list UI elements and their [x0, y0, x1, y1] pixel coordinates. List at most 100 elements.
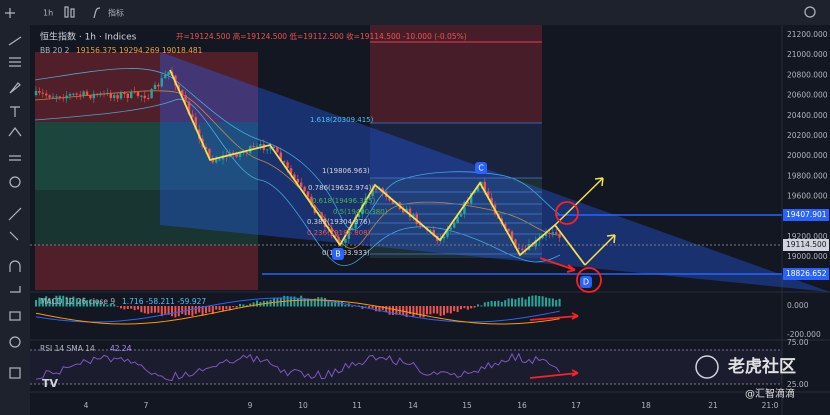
macd-histogram-bar — [55, 295, 58, 307]
macd-histogram-bar — [392, 306, 394, 315]
candle-body — [504, 224, 507, 229]
time-tick-label: 15 — [462, 401, 472, 410]
candle-body — [408, 208, 412, 218]
indicators-button[interactable]: 指标 — [108, 8, 124, 18]
candle-body — [449, 227, 452, 230]
candle-body — [541, 236, 544, 239]
macd-histogram-bar — [177, 306, 180, 317]
demand-zone — [35, 190, 258, 245]
macd-histogram-bar — [249, 303, 252, 307]
macd-histogram-bar — [436, 306, 439, 314]
macd-histogram-bar — [422, 306, 425, 318]
candle-body — [361, 204, 364, 215]
macd-histogram-bar — [524, 299, 527, 307]
macd-histogram-bar — [252, 302, 255, 307]
macd-histogram-bar — [402, 306, 405, 315]
macd-histogram-bar — [514, 299, 517, 307]
candle-body — [147, 98, 150, 100]
candle-body — [405, 208, 408, 213]
candle-body — [102, 93, 106, 95]
candle-body — [191, 114, 194, 118]
fib-level-label: 1(19806.963) — [322, 167, 370, 175]
macd-histogram-bar — [460, 306, 462, 310]
crosshair-icon[interactable] — [5, 8, 15, 18]
macd-histogram-bar — [313, 298, 316, 307]
macd-line — [35, 297, 560, 323]
macd-histogram-bar — [208, 306, 211, 313]
price-tag-label: 18826.652 — [786, 269, 827, 278]
interval-button[interactable]: 1h — [43, 9, 53, 18]
candle-body — [194, 117, 197, 130]
macd-histogram-bar — [174, 306, 177, 318]
price-tick-label: 20600.000 — [787, 91, 828, 100]
macd-histogram-bar — [473, 306, 476, 308]
macd-histogram-bar — [194, 306, 197, 314]
macd-histogram-bar — [239, 303, 241, 307]
rsi-line — [35, 352, 561, 381]
macd-histogram-bar — [86, 300, 88, 307]
price-tag — [783, 268, 829, 280]
settings-icon[interactable] — [804, 6, 816, 18]
candle-style-icon[interactable] — [64, 6, 69, 18]
macd-histogram-bar — [528, 296, 530, 307]
time-tick-label: 11 — [352, 401, 362, 410]
candle-body — [133, 91, 136, 93]
candle-body — [347, 229, 350, 239]
rsi-pane — [30, 349, 782, 385]
candle-body — [544, 232, 548, 237]
macd-histogram-bar — [137, 306, 139, 310]
macd-histogram-bar — [490, 300, 493, 307]
time-tick-label: 7 — [144, 401, 149, 410]
candle-body — [79, 94, 82, 96]
macd-histogram-bar — [160, 306, 163, 317]
macd-histogram-bar — [45, 296, 48, 307]
candle-body — [381, 188, 384, 193]
macd-histogram-bar — [109, 303, 112, 307]
rsi-tick-label: 75.00 — [787, 338, 809, 347]
macd-histogram-bar — [507, 298, 510, 307]
macd-histogram-bar — [330, 302, 333, 307]
macd-tick-label: -200.000 — [787, 330, 821, 339]
macd-histogram-bar — [143, 306, 146, 314]
candle-body — [463, 201, 466, 214]
left-toolbar — [0, 25, 30, 415]
candle-body — [153, 84, 157, 90]
candle-body — [113, 95, 116, 98]
macd-histogram-bar — [181, 306, 184, 314]
candle-body — [514, 239, 517, 248]
macd-histogram-bar — [480, 305, 483, 307]
wave-point-badge — [332, 248, 344, 260]
candle-body — [279, 152, 282, 162]
candle-body — [456, 216, 459, 224]
macd-histogram-bar — [341, 301, 343, 307]
candle-body — [164, 74, 167, 79]
macd-histogram-bar — [429, 306, 432, 315]
bb-values: 19156.375 19294.269 19018.481 — [76, 46, 203, 55]
demand-zone — [35, 122, 258, 190]
drawing-tools[interactable] — [8, 36, 22, 379]
price-tick-label: 21200.000 — [787, 30, 828, 39]
candle-body — [483, 181, 486, 192]
macd-histogram-bar — [290, 296, 292, 307]
rsi-values: 42.24 — [110, 344, 132, 353]
candle-body — [140, 95, 143, 97]
supply-zone — [35, 52, 258, 122]
macd-histogram-bar — [293, 296, 296, 307]
candle-body — [119, 93, 123, 99]
macd-histogram-bar — [256, 300, 258, 307]
macd-histogram-bar — [303, 298, 306, 307]
macd-histogram-bar — [171, 306, 173, 317]
macd-histogram-bar — [497, 300, 500, 307]
macd-histogram-bar — [228, 306, 231, 311]
fx-icon[interactable] — [93, 7, 101, 19]
macd-histogram-bar — [494, 301, 496, 307]
macd-histogram-bar — [103, 303, 105, 307]
macd-histogram-bar — [344, 304, 347, 307]
macd-histogram-bar — [470, 306, 473, 309]
candle-body — [289, 168, 293, 175]
wave-point-label: B — [335, 250, 341, 259]
candle-body — [41, 92, 44, 94]
candle-body — [130, 91, 133, 99]
candle-body — [368, 196, 371, 198]
time-tick-label: 10 — [298, 401, 308, 410]
